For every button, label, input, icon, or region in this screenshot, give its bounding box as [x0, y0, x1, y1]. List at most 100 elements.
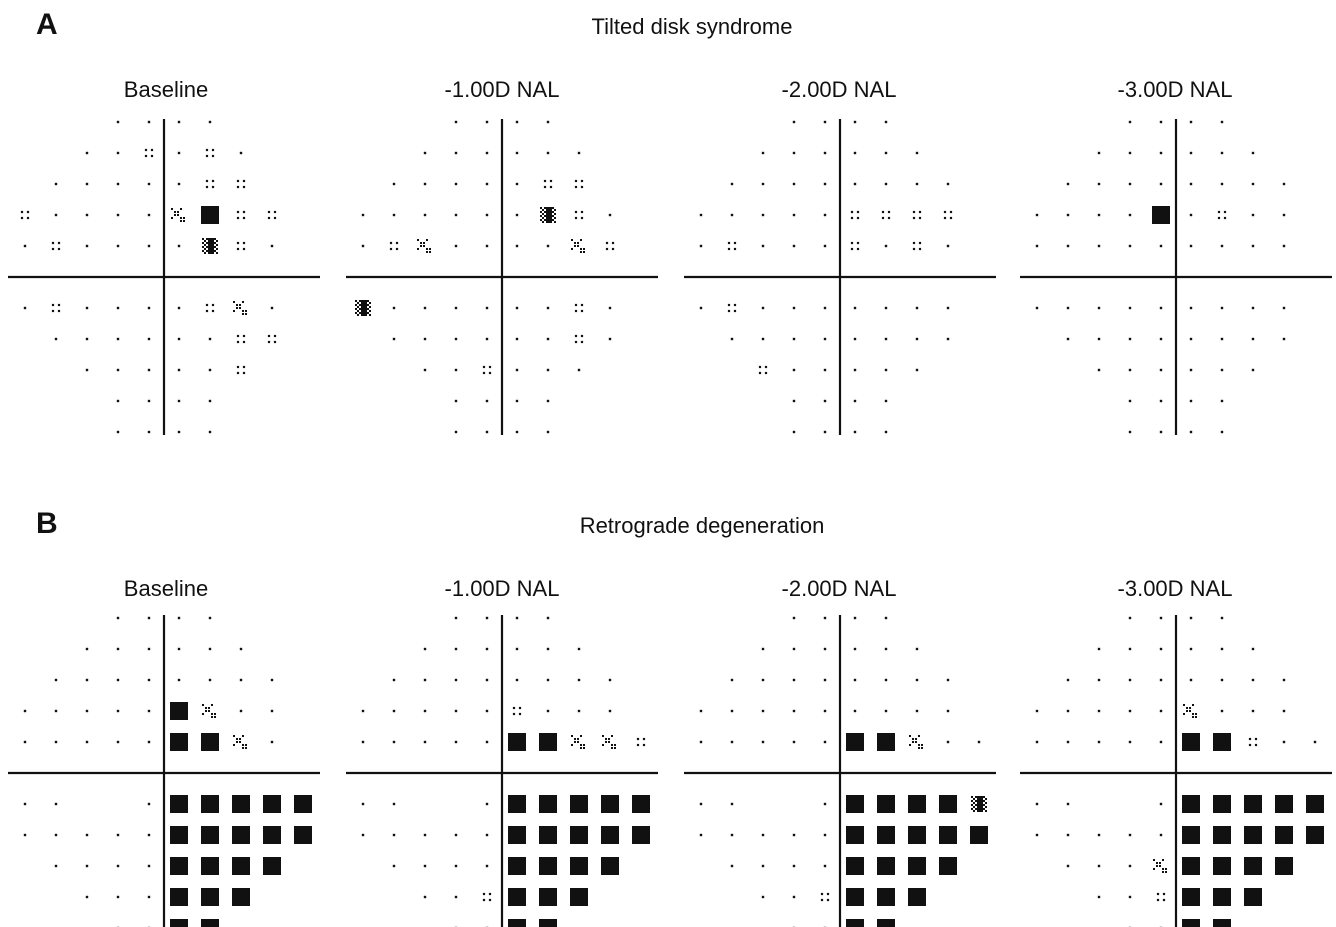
panel0-plot0-p05-square	[201, 206, 219, 224]
panel0-plot3-normal-dot	[1097, 151, 1101, 155]
panel0-plot2-normal-dot	[792, 120, 796, 124]
panel0-plot1-p1-dot	[546, 213, 548, 215]
panel1-plot3-p05-square	[1182, 733, 1200, 751]
panel0-plot2-p5-dot	[727, 303, 731, 307]
panel0-plot0-p1-dot	[214, 250, 216, 252]
panel0-plot2-normal-dot	[792, 244, 796, 248]
panel1-plot2-normal-dot	[730, 678, 734, 682]
panel1-plot3-p5-dot	[1156, 898, 1160, 902]
panel0-plot3-normal-dot	[1282, 182, 1286, 186]
panel1-plot2-p5-dot	[820, 892, 824, 896]
panel1-plot1-p2-dot	[580, 747, 582, 749]
panel0-plot0-p5-dot	[211, 154, 215, 158]
panel0-plot0-normal-dot	[85, 368, 89, 372]
panel1-plot1-p05-square	[508, 857, 526, 875]
panel0-plot1-p1-dot	[361, 306, 363, 308]
panel1-plot2-p1-dot	[973, 806, 975, 808]
panel0-plot1-p5-dot	[482, 365, 486, 369]
panel1-plot2-p05-square	[939, 826, 957, 844]
panel1-plot1-p5-dot	[488, 892, 492, 896]
panel1-plot1-p2-dot	[583, 747, 585, 749]
panel1-plot1-p5-dot	[512, 712, 516, 716]
panel0-plot2-p5-dot	[733, 309, 737, 313]
panel1-plot0-p2-dot	[233, 744, 235, 746]
panel0-plot2-p5-dot	[887, 210, 891, 214]
panel1-plot3-p2-dot	[1159, 865, 1161, 867]
panel1-plot0-normal-dot	[147, 802, 151, 806]
panel0-plot2-normal-dot	[915, 368, 919, 372]
panel0-plot1-p1-dot	[542, 213, 544, 215]
panel1-plot0-normal-dot	[270, 678, 274, 682]
panel1-plot1-normal-dot	[546, 709, 550, 713]
panel1-plot1-p2-dot	[614, 744, 616, 746]
panel0-plot1-normal-dot	[515, 151, 519, 155]
panel1-plot0-normal-dot	[177, 678, 181, 682]
panel1-plot1-normal-dot	[423, 895, 427, 899]
panel0-plot0-normal-dot	[147, 430, 151, 434]
panel1-plot0-p05-square	[232, 826, 250, 844]
panel1-plot1-normal-dot	[608, 678, 612, 682]
panel0-plot1-p1-dot	[359, 304, 361, 306]
panel0-plot0-normal-dot	[177, 337, 181, 341]
panel0-plot0-normal-dot	[147, 120, 151, 124]
panel1-plot3-normal-dot	[1251, 647, 1255, 651]
panel1-plot1-normal-dot	[423, 740, 427, 744]
panel0-plot0-p1-dot	[208, 248, 210, 250]
panel0-plot1-p1-dot	[359, 308, 361, 310]
panel1-plot3-p05-square	[1244, 795, 1262, 813]
panel1-plot3-normal-dot	[1159, 678, 1163, 682]
panel-letter-a: A	[36, 8, 58, 41]
panel0-plot3-normal-dot	[1251, 368, 1255, 372]
panel1-plot2-p2-dot	[912, 741, 914, 743]
panel0-plot1-p1-dot	[550, 215, 552, 217]
panel0-plot0-p5-dot	[20, 210, 24, 214]
panel0-plot1-normal-dot	[485, 399, 489, 403]
panel0-plot2-p5-dot	[856, 210, 860, 214]
panel0-plot0-normal-dot	[54, 213, 58, 217]
panel0-plot3-normal-dot	[1128, 120, 1132, 124]
panel1-plot2-normal-dot	[946, 678, 950, 682]
panel1-plot0-p05-square	[201, 888, 219, 906]
panel1-plot2-p1-dot	[977, 806, 979, 808]
panel1-plot2-p1-dot	[977, 798, 979, 800]
panel0-plot3-normal-dot	[1189, 151, 1193, 155]
panel0-plot1-p1-dot	[369, 314, 371, 316]
panel0-plot0-p5-dot	[57, 309, 61, 313]
panel0-plot1-p5-dot	[611, 247, 615, 251]
panel0-plot1-normal-dot	[454, 399, 458, 403]
panel1-plot3-p05-square	[1244, 888, 1262, 906]
panel1-plot1-p05-square	[539, 919, 557, 927]
panel0-plot3-normal-dot	[1159, 182, 1163, 186]
panel0-plot3-normal-dot	[1128, 182, 1132, 186]
panel0-plot0-p2-dot	[245, 313, 247, 315]
panel1-plot0-p2-dot	[242, 735, 244, 737]
panel1-plot0-normal-dot	[23, 740, 27, 744]
panel-title-b: Retrograde degeneration	[579, 513, 825, 538]
panel1-plot0-normal-dot	[23, 709, 27, 713]
panel1-plot2-normal-dot	[946, 709, 950, 713]
panel0-plot0-normal-dot	[177, 430, 181, 434]
panel1-plot1-normal-dot	[454, 833, 458, 837]
panel0-plot2-normal-dot	[730, 182, 734, 186]
panel0-plot3-normal-dot	[1282, 337, 1286, 341]
panel0-plot0-p1-dot	[210, 248, 212, 250]
plot-title-a-baseline: Baseline	[123, 77, 209, 102]
panel0-plot3-normal-dot	[1251, 306, 1255, 310]
panel1-plot0-p2-dot	[208, 707, 210, 709]
panel1-plot3-p2-dot	[1186, 710, 1188, 712]
panel0-plot1-normal-dot	[515, 399, 519, 403]
panel1-plot2-normal-dot	[823, 802, 827, 806]
panel0-plot1-p1-dot	[540, 215, 542, 217]
panel0-plot1-p1-dot	[365, 302, 367, 304]
panel0-plot1-p1-dot	[552, 215, 554, 217]
panel0-plot1-normal-dot	[608, 213, 612, 217]
panel1-plot3-normal-dot	[1097, 895, 1101, 899]
panel0-plot2-p5-dot	[856, 247, 860, 251]
panel0-plot1-p5-dot	[574, 309, 578, 313]
panel0-plot1-p1-dot	[365, 310, 367, 312]
panel0-plot2-normal-dot	[730, 337, 734, 341]
panel1-plot0-p05-square	[201, 733, 219, 751]
panel1-plot1-normal-dot	[546, 616, 550, 620]
panel0-plot1-p2-dot	[417, 239, 419, 241]
panel1-plot1-p05-square	[632, 795, 650, 813]
